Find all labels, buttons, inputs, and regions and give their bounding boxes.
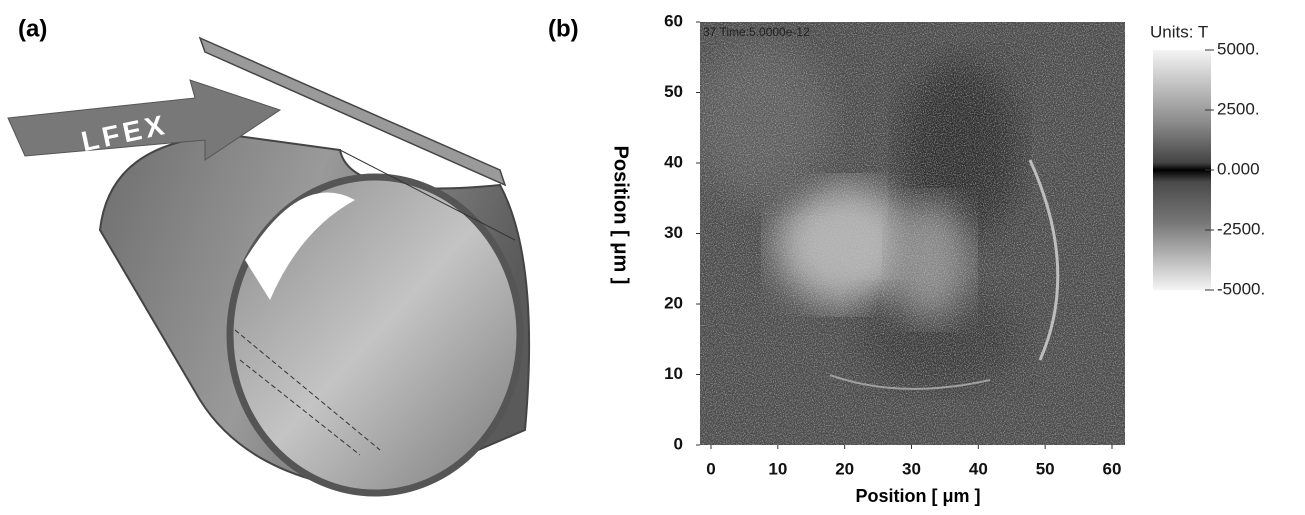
heatmap: [700, 22, 1125, 445]
colorbar-tick-label: 2500.: [1217, 99, 1260, 118]
annotation: 37 Time:5.0000e-12: [703, 25, 810, 39]
x-tick-label: 30: [902, 459, 921, 478]
y-tick-label: 40: [664, 152, 683, 171]
colorbar-tick-label: 0.000: [1217, 159, 1260, 178]
x-axis-label: Position [ μm ]: [855, 486, 980, 506]
y-axis-label: Position [ μm ]: [610, 146, 632, 285]
x-tick-label: 60: [1103, 459, 1122, 478]
y-tick-label: 10: [664, 364, 683, 383]
colorbar-title: Units: T: [1150, 22, 1208, 41]
y-tick-label: 50: [664, 82, 683, 101]
x-tick-label: 10: [768, 459, 787, 478]
x-tick-label: 40: [969, 459, 988, 478]
colorbar-tick-label: -2500.: [1217, 219, 1265, 238]
x-tick-label: 20: [835, 459, 854, 478]
y-tick-label: 0: [674, 434, 683, 453]
colorbar: [1153, 50, 1211, 290]
colorbar-tick-label: -5000.: [1217, 279, 1265, 298]
x-tick-label: 50: [1036, 459, 1055, 478]
y-tick-label: 20: [664, 293, 683, 312]
target-illustration: [7, 36, 531, 497]
y-tick-label: 60: [664, 11, 683, 30]
colorbar-tick-label: 5000.: [1217, 39, 1260, 58]
y-tick-label: 30: [664, 223, 683, 242]
x-tick-label: 0: [706, 459, 715, 478]
panel-label: (b): [548, 15, 579, 42]
panel-label: (a): [18, 15, 47, 42]
